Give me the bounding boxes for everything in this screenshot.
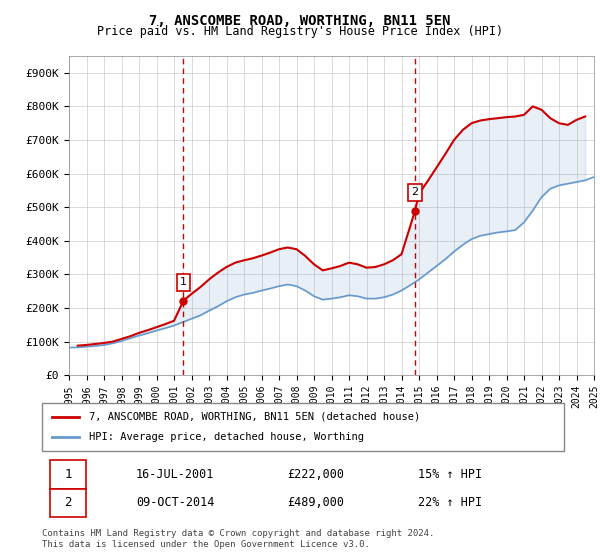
FancyBboxPatch shape xyxy=(42,403,564,451)
Text: 09-OCT-2014: 09-OCT-2014 xyxy=(136,496,214,509)
Text: 22% ↑ HPI: 22% ↑ HPI xyxy=(418,496,482,509)
Text: 15% ↑ HPI: 15% ↑ HPI xyxy=(418,468,482,481)
Text: £222,000: £222,000 xyxy=(287,468,344,481)
Text: HPI: Average price, detached house, Worthing: HPI: Average price, detached house, Wort… xyxy=(89,432,364,442)
Text: 7, ANSCOMBE ROAD, WORTHING, BN11 5EN: 7, ANSCOMBE ROAD, WORTHING, BN11 5EN xyxy=(149,14,451,28)
Text: Price paid vs. HM Land Registry's House Price Index (HPI): Price paid vs. HM Land Registry's House … xyxy=(97,25,503,38)
Text: 1: 1 xyxy=(180,277,187,287)
Text: 1: 1 xyxy=(64,468,72,481)
FancyBboxPatch shape xyxy=(50,460,86,488)
Text: 16-JUL-2001: 16-JUL-2001 xyxy=(136,468,214,481)
Text: £489,000: £489,000 xyxy=(287,496,344,509)
Text: 2: 2 xyxy=(412,188,419,198)
Text: 2: 2 xyxy=(64,496,72,509)
Text: 7, ANSCOMBE ROAD, WORTHING, BN11 5EN (detached house): 7, ANSCOMBE ROAD, WORTHING, BN11 5EN (de… xyxy=(89,412,420,422)
FancyBboxPatch shape xyxy=(50,488,86,517)
Text: Contains HM Land Registry data © Crown copyright and database right 2024.
This d: Contains HM Land Registry data © Crown c… xyxy=(42,529,434,549)
